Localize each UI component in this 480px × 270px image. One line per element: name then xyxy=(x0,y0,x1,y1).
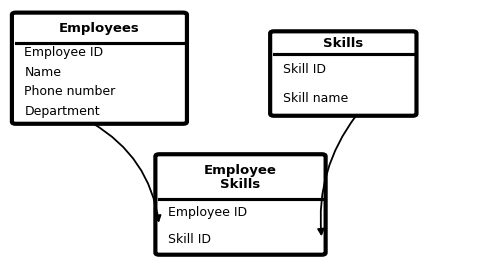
Text: Skills: Skills xyxy=(323,37,363,50)
Text: Employee
Skills: Employee Skills xyxy=(204,164,276,191)
Text: Employee ID: Employee ID xyxy=(24,46,103,59)
Text: Phone number: Phone number xyxy=(24,86,115,99)
Text: Name: Name xyxy=(24,66,61,79)
FancyBboxPatch shape xyxy=(270,31,416,116)
Text: Skill name: Skill name xyxy=(282,92,347,105)
FancyBboxPatch shape xyxy=(155,154,325,255)
Text: Skill ID: Skill ID xyxy=(282,63,325,76)
Text: Employees: Employees xyxy=(59,22,140,35)
Text: Department: Department xyxy=(24,105,100,118)
Text: Employee ID: Employee ID xyxy=(168,206,246,219)
FancyBboxPatch shape xyxy=(12,13,187,124)
Text: Skill ID: Skill ID xyxy=(168,233,210,246)
